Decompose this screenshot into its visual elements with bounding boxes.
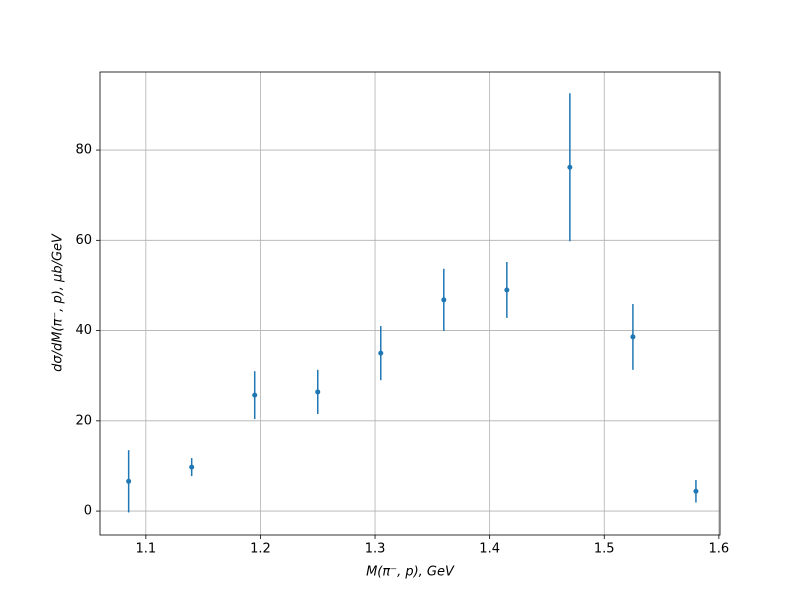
data-point bbox=[315, 389, 321, 395]
data-point bbox=[126, 478, 132, 484]
y-tick-label: 20 bbox=[75, 413, 92, 428]
x-tick-label: 1.3 bbox=[365, 542, 386, 557]
data-point bbox=[378, 350, 384, 356]
y-tick-label: 0 bbox=[84, 504, 92, 519]
y-tick-label: 40 bbox=[75, 323, 92, 338]
data-point bbox=[630, 334, 636, 340]
x-tick-label: 1.4 bbox=[479, 542, 500, 557]
x-tick-label: 1.1 bbox=[135, 542, 156, 557]
x-tick-label: 1.6 bbox=[709, 542, 730, 557]
data-point bbox=[252, 392, 258, 398]
data-point bbox=[567, 164, 573, 170]
y-tick-label: 60 bbox=[75, 233, 92, 248]
data-point bbox=[693, 488, 699, 494]
data-point bbox=[441, 297, 447, 303]
y-tick-label: 80 bbox=[75, 143, 92, 158]
x-tick-label: 1.5 bbox=[594, 542, 615, 557]
plot-frame bbox=[99, 71, 721, 536]
x-tick-label: 1.2 bbox=[250, 542, 271, 557]
data-point bbox=[189, 464, 195, 470]
y-axis-label: dσ/dM(π⁻, p), μb/GeV bbox=[51, 233, 66, 372]
x-axis-label: M(π⁻, p), GeV bbox=[366, 565, 455, 580]
data-point bbox=[504, 287, 510, 293]
